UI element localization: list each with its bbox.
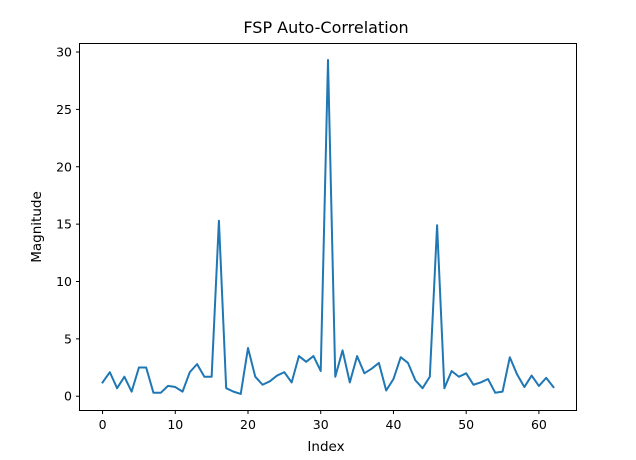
y-tick-label: 20 (56, 159, 72, 174)
x-tick-label: 50 (458, 417, 474, 432)
x-tick-label: 60 (531, 417, 547, 432)
x-tick-label: 40 (386, 417, 402, 432)
x-tick-label: 10 (167, 417, 183, 432)
y-tick-label: 25 (56, 102, 72, 117)
y-tick-label: 15 (56, 217, 72, 232)
y-tick-label: 10 (56, 274, 72, 289)
plot-area (79, 43, 577, 411)
y-tick-label: 5 (64, 331, 72, 346)
y-tick-label: 0 (64, 389, 72, 404)
chart-title: FSP Auto-Correlation (243, 18, 408, 37)
x-tick-label: 20 (240, 417, 256, 432)
y-axis-ticks: 0 5 10 15 20 25 30 (56, 45, 80, 404)
x-tick-label: 0 (99, 417, 107, 432)
series-line-0 (101, 59, 555, 395)
y-axis-label: Magnitude (29, 191, 45, 263)
x-axis-ticks: 0 10 20 30 40 50 60 (99, 410, 547, 432)
series-layer (101, 59, 555, 395)
y-tick-label: 30 (56, 45, 72, 60)
x-axis-label: Index (307, 439, 344, 455)
x-tick-label: 30 (313, 417, 329, 432)
